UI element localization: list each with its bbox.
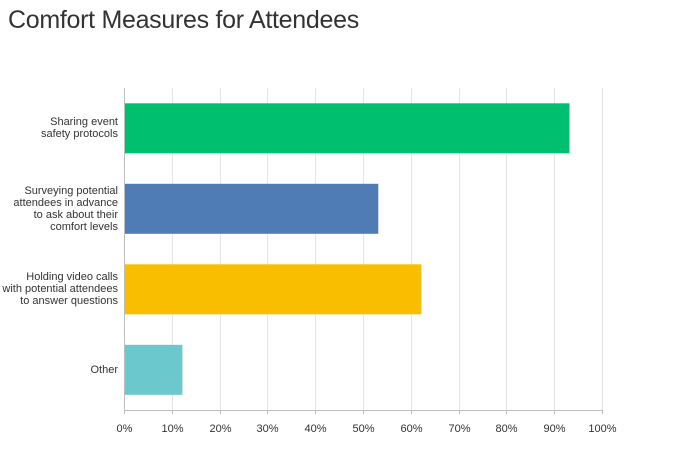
x-tick-label: 40%	[304, 423, 326, 435]
chart-title: Comfort Measures for Attendees	[8, 6, 359, 34]
x-tick-label: 10%	[161, 423, 183, 435]
x-tick-label: 70%	[448, 423, 470, 435]
category-label: Sharing event safety protocols	[40, 116, 118, 141]
category-label: Surveying potential attendees in advance t…	[13, 184, 118, 233]
x-tick-label: 50%	[352, 423, 374, 435]
x-tick-label: 60%	[400, 423, 422, 435]
bar	[125, 344, 183, 395]
category-label: Holding video calls with potential attend…	[2, 271, 118, 308]
x-axis: 0% 10% 20% 30% 40% 50% 60% 70% 80% 90% 100%	[117, 88, 617, 435]
x-tick-label: 80%	[495, 423, 517, 435]
x-tick-label: 0%	[117, 423, 133, 435]
bar	[125, 264, 422, 315]
category-label: Other	[90, 363, 118, 376]
x-tick-label: 20%	[209, 423, 231, 435]
bars	[125, 103, 570, 395]
bar	[125, 183, 379, 234]
x-tick-label: 90%	[543, 423, 565, 435]
x-tick-label: 30%	[256, 423, 278, 435]
bar	[125, 103, 570, 154]
x-tick-label: 100%	[588, 423, 616, 435]
